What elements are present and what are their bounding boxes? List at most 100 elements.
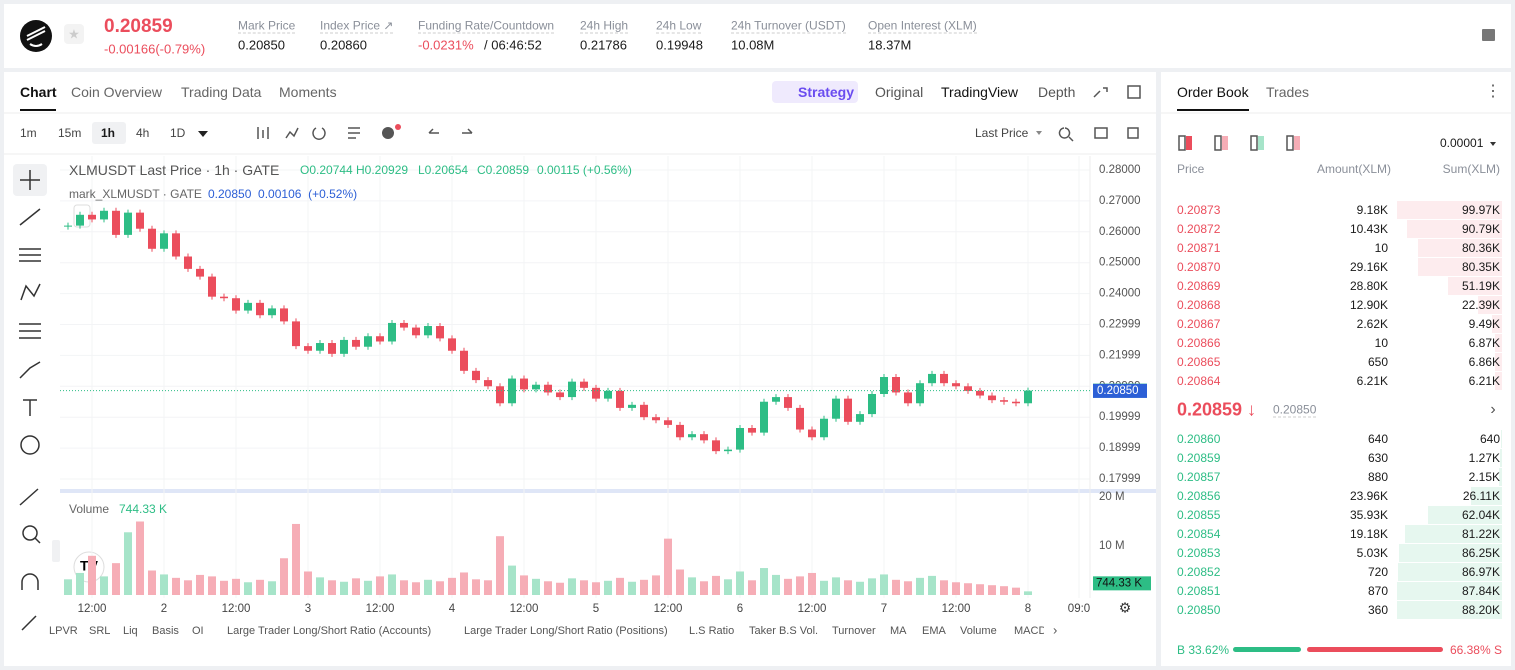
volume-bar xyxy=(760,568,768,595)
volume-bar xyxy=(184,580,192,595)
book-price[interactable]: 0.20866 xyxy=(1177,336,1221,350)
volume-bar xyxy=(208,576,216,595)
view-tab[interactable]: TradingView xyxy=(941,84,1019,100)
collapse[interactable] xyxy=(52,540,60,562)
volume-bar xyxy=(364,580,372,595)
book-amount: 23.96K xyxy=(1349,489,1388,503)
volume-bar xyxy=(148,570,156,595)
interval[interactable]: 15m xyxy=(58,126,82,140)
book-price[interactable]: 0.20859 xyxy=(1177,451,1221,465)
book-amount: 10 xyxy=(1374,336,1388,350)
book-tab[interactable]: Trades xyxy=(1266,84,1310,100)
candle xyxy=(520,378,528,390)
interval[interactable]: 1D xyxy=(170,126,186,140)
indicator[interactable]: MACD xyxy=(1014,625,1044,637)
book-price[interactable]: 0.20873 xyxy=(1177,203,1221,217)
book-price[interactable]: 0.20867 xyxy=(1177,317,1221,331)
book-sum: 99.97K xyxy=(1461,203,1500,217)
volume-bar xyxy=(844,580,852,595)
book-price[interactable]: 0.20856 xyxy=(1177,489,1221,503)
book-price[interactable]: 0.20869 xyxy=(1177,279,1221,293)
book-price[interactable]: 0.20865 xyxy=(1177,355,1221,369)
indicator[interactable]: Turnover xyxy=(832,625,876,637)
book-price[interactable]: 0.20854 xyxy=(1177,527,1221,541)
indicator[interactable]: Basis xyxy=(152,625,179,637)
scroll-right[interactable]: › xyxy=(1053,622,1057,637)
tab[interactable]: Coin Overview xyxy=(71,84,163,100)
book-icon[interactable] xyxy=(1222,136,1228,150)
indicator[interactable]: Liq xyxy=(123,625,138,637)
indicator[interactable]: OI xyxy=(192,625,204,637)
indicator[interactable]: Taker B.S Vol. xyxy=(749,625,819,637)
price-type[interactable]: Last Price xyxy=(975,126,1029,140)
book-sum: 6.87K xyxy=(1468,336,1500,350)
volume-bar xyxy=(940,580,948,595)
indicator[interactable]: L.S Ratio xyxy=(689,625,735,637)
book-last: 0.20859 ↓ xyxy=(1177,399,1257,420)
candle xyxy=(568,381,576,398)
book-price[interactable]: 0.20872 xyxy=(1177,222,1221,236)
volume-label: 744.33 K xyxy=(1096,577,1142,589)
indicator[interactable]: SRL xyxy=(89,625,111,637)
indicator[interactable]: Large Trader Long/Short Ratio (Accounts) xyxy=(227,625,432,637)
book-price[interactable]: 0.20864 xyxy=(1177,374,1221,388)
volume-bar xyxy=(160,574,168,595)
indicator[interactable]: EMA xyxy=(922,625,946,637)
book-price[interactable]: 0.20851 xyxy=(1177,584,1221,598)
x-tick-label: 7 xyxy=(881,603,887,615)
book-price[interactable]: 0.20870 xyxy=(1177,260,1221,274)
book-amount: 5.03K xyxy=(1356,546,1388,560)
book-price[interactable]: 0.20868 xyxy=(1177,298,1221,312)
book-price[interactable]: 0.20852 xyxy=(1177,565,1221,579)
interval[interactable]: 1m xyxy=(20,126,37,140)
depth-bar xyxy=(1494,353,1502,371)
volume-bar xyxy=(304,571,312,595)
depth-bar xyxy=(1397,201,1502,219)
more[interactable]: ⋮ xyxy=(1485,83,1501,100)
candle xyxy=(340,339,348,354)
axis-settings[interactable]: ⚙ xyxy=(1119,600,1132,616)
book-tab[interactable]: Order Book xyxy=(1177,84,1249,100)
tab[interactable]: Trading Data xyxy=(181,84,262,100)
book-icon[interactable] xyxy=(1258,136,1264,150)
x-tick-label: 12:00 xyxy=(366,603,395,615)
indicator-icon[interactable] xyxy=(382,127,394,139)
view-tab[interactable]: Original xyxy=(875,84,924,100)
interval[interactable]: 4h xyxy=(136,126,150,140)
tab[interactable]: Chart xyxy=(20,84,57,100)
indicator[interactable]: MA xyxy=(890,625,907,637)
chevron[interactable]: › xyxy=(1490,401,1495,418)
view-tab[interactable]: Depth xyxy=(1038,84,1076,100)
indicator[interactable]: LPVR xyxy=(49,625,78,637)
book-price[interactable]: 0.20871 xyxy=(1177,241,1221,255)
strategy-bg[interactable] xyxy=(772,81,858,103)
y-tick-label: 0.21999 xyxy=(1099,349,1141,361)
indicator[interactable]: Large Trader Long/Short Ratio (Positions… xyxy=(464,625,668,637)
interval[interactable]: 1h xyxy=(101,126,116,140)
favorite[interactable] xyxy=(64,24,84,44)
candle xyxy=(376,336,384,342)
indicator[interactable]: Volume xyxy=(960,625,997,637)
book-price[interactable]: 0.20855 xyxy=(1177,508,1221,522)
book-price[interactable]: 0.20853 xyxy=(1177,546,1221,560)
precision[interactable]: 0.00001 xyxy=(1440,136,1484,150)
x-tick-label: 12:00 xyxy=(798,603,827,615)
book-price[interactable]: 0.20860 xyxy=(1177,432,1221,446)
book-icon[interactable] xyxy=(1186,136,1192,150)
candle xyxy=(100,210,108,220)
volume-bar xyxy=(268,581,276,595)
settings-icon[interactable] xyxy=(1482,29,1495,41)
y-tick-label: 0.22999 xyxy=(1099,319,1141,331)
book-icon[interactable] xyxy=(1294,136,1300,150)
book-amount: 870 xyxy=(1367,584,1388,598)
depth-bar xyxy=(1428,506,1502,524)
candle xyxy=(220,296,228,299)
depth-bar xyxy=(1397,601,1502,619)
book-sum: 640 xyxy=(1479,432,1500,446)
book-price[interactable]: 0.20857 xyxy=(1177,470,1221,484)
book-price[interactable]: 0.20850 xyxy=(1177,603,1221,617)
view-tab[interactable]: Strategy xyxy=(798,84,855,100)
tab[interactable]: Moments xyxy=(279,84,337,100)
volume-bar xyxy=(124,532,132,595)
book-amount: 10 xyxy=(1374,241,1388,255)
